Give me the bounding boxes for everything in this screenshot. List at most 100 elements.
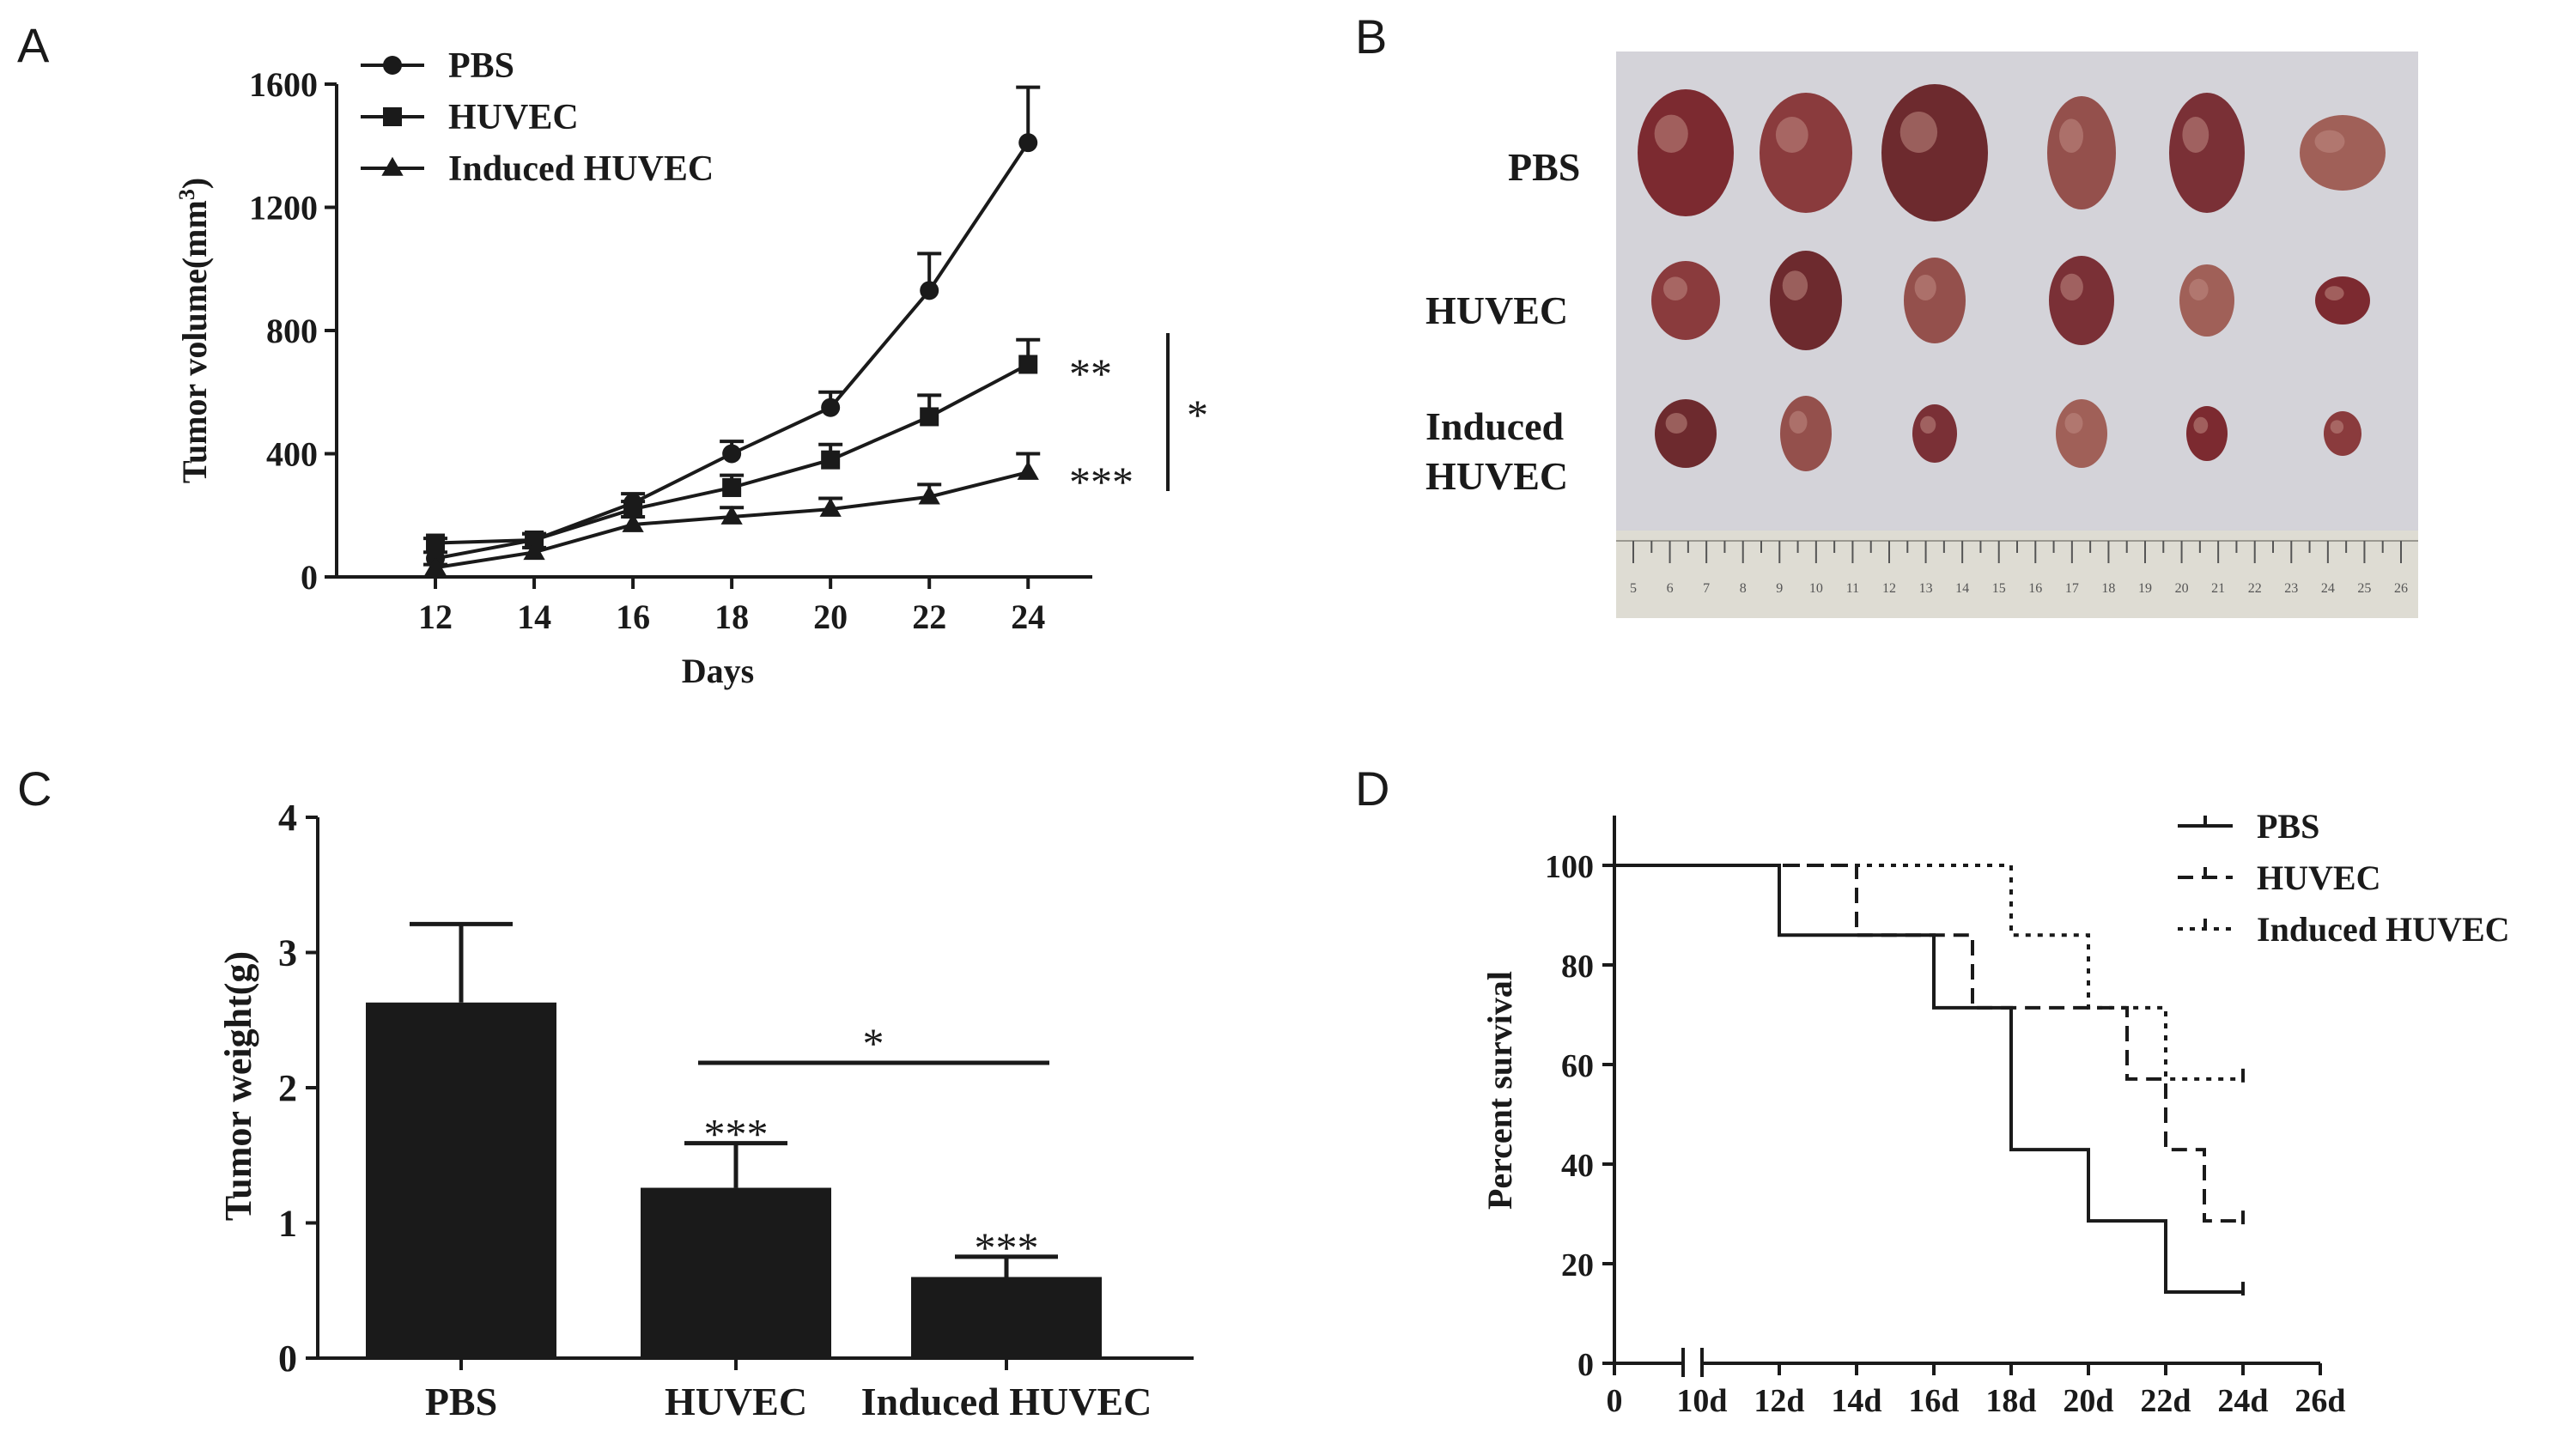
ruler-label: 6 <box>1667 581 1674 596</box>
x-axis-label: Days <box>682 652 754 690</box>
x-tick-label: 10d <box>1676 1383 1727 1419</box>
panel-label-d: D <box>1355 761 1389 816</box>
y-tick-label: 1600 <box>249 65 318 104</box>
bar-significance: *** <box>704 1110 769 1158</box>
tumor-specimen <box>2049 256 2114 345</box>
y-axis-label: Percent survival <box>1480 971 1519 1210</box>
data-point <box>821 450 841 470</box>
tumor-highlight <box>1665 413 1687 434</box>
ruler-label: 16 <box>2028 581 2042 596</box>
ruler-label: 25 <box>2357 581 2371 596</box>
tumor-specimen <box>1904 258 1966 343</box>
tumor-highlight <box>2182 117 2209 153</box>
data-point <box>523 541 545 561</box>
y-tick-label: 1200 <box>249 189 318 228</box>
series-huvec <box>423 337 1041 553</box>
x-tick-label: 24 <box>1011 598 1045 636</box>
tumor-specimen <box>2315 276 2370 325</box>
bar-huvec <box>641 1187 831 1358</box>
tumor-specimen <box>1651 261 1720 340</box>
ruler-label: 13 <box>1919 581 1933 596</box>
panel-d-survival-chart: 0 20 40 60 80 100 0 10d 12d 14d 16d 18d 20d 22d 24d 26… <box>1480 807 2510 1419</box>
panel-a-tumor-volume-chart: 0 400 800 1200 1600 12 14 16 18 20 22 24 Days Tumo… <box>174 46 1208 690</box>
data-point <box>722 444 742 464</box>
tumor-specimen <box>1770 251 1842 350</box>
x-tick-label: 20 <box>813 598 848 636</box>
tumor-specimen <box>1638 89 1734 216</box>
x-tick-label: 20d <box>2063 1383 2113 1419</box>
ruler-label: 9 <box>1776 581 1783 596</box>
x-tick-label: HUVEC <box>665 1380 807 1423</box>
x-tick-label: 14 <box>517 598 551 636</box>
x-tick-label: 24d <box>2217 1383 2268 1419</box>
ruler-label: 12 <box>1882 581 1896 596</box>
tumor-highlight <box>1782 270 1808 300</box>
ruler-label: 20 <box>2175 581 2189 596</box>
data-point <box>819 497 842 517</box>
row-label-huvec: HUVEC <box>1425 288 1568 332</box>
y-tick-label: 0 <box>278 1338 297 1380</box>
tumor-highlight <box>1920 416 1936 434</box>
sig-induced: *** <box>1069 458 1134 506</box>
legend-label: Induced HUVEC <box>2257 910 2510 949</box>
tumor-specimen <box>1881 84 1988 221</box>
ruler-label: 24 <box>2321 581 2335 596</box>
ruler-label: 11 <box>1846 581 1859 596</box>
ruler-label: 22 <box>2248 581 2262 596</box>
data-point <box>525 530 544 549</box>
x-tick-label: 26d <box>2295 1383 2345 1419</box>
data-point <box>424 556 447 576</box>
tumor-specimen <box>2324 411 2361 456</box>
legend-marker <box>381 156 404 176</box>
y-axis-label-tail: ) <box>175 178 214 189</box>
tumor-specimen <box>1655 399 1717 468</box>
legend-label: HUVEC <box>448 98 579 137</box>
bar-pbs <box>366 1002 556 1358</box>
y-axis-label-main: Tumor volume(mm <box>175 200 214 483</box>
row-label-induced: Induced <box>1425 404 1564 448</box>
tumor-specimen <box>1760 93 1852 213</box>
x-tick-label: 0 <box>1607 1383 1623 1419</box>
x-tick-label: 18d <box>1985 1383 2036 1419</box>
x-tick-label: 16d <box>1908 1383 1959 1419</box>
sig-bracket-label: * <box>863 1019 884 1067</box>
ruler-label: 7 <box>1703 581 1710 596</box>
sig-bracket-label: * <box>1187 391 1208 439</box>
tumor-highlight <box>2064 413 2083 434</box>
tumor-highlight <box>1914 275 1936 300</box>
tumor-highlight <box>1654 114 1688 153</box>
x-tick-label: 16 <box>616 598 650 636</box>
ruler-label: 10 <box>1809 581 1823 596</box>
x-tick-label: 12 <box>418 598 453 636</box>
data-point <box>1018 355 1038 374</box>
tumor-specimen <box>2179 264 2234 337</box>
y-axis-label-superscript: 3 <box>174 189 199 200</box>
x-tick-label: Induced HUVEC <box>861 1380 1152 1423</box>
y-tick-label: 2 <box>278 1067 297 1109</box>
y-tick-label: 4 <box>278 797 297 839</box>
ruler-label: 21 <box>2211 581 2225 596</box>
legend-label: PBS <box>448 46 514 86</box>
x-tick-label: 12d <box>1754 1383 1804 1419</box>
tumor-highlight <box>2059 118 2083 153</box>
tumor-highlight <box>1663 276 1687 301</box>
x-tick-label: 22 <box>912 598 946 636</box>
panel-label-a: A <box>17 18 50 72</box>
tumor-specimen <box>2047 96 2116 209</box>
y-axis-label: Tumor weight(g) <box>217 951 259 1221</box>
tumor-specimen <box>1912 404 1957 463</box>
x-tick-label: PBS <box>425 1380 497 1423</box>
ruler-label: 5 <box>1630 581 1637 596</box>
y-tick-label: 3 <box>278 932 297 974</box>
tumor-specimen <box>2186 406 2228 461</box>
y-tick-label: 100 <box>1545 849 1594 885</box>
tumor-specimen <box>1780 396 1832 471</box>
x-tick-label: 14d <box>1831 1383 1881 1419</box>
ruler-label: 15 <box>1992 581 2006 596</box>
series-induced-huvec <box>423 452 1041 576</box>
data-point <box>623 500 643 519</box>
data-point <box>720 505 743 525</box>
bar-induced-huvec <box>911 1277 1102 1358</box>
y-tick-label: 60 <box>1561 1048 1594 1084</box>
y-tick-label: 0 <box>1577 1347 1594 1383</box>
